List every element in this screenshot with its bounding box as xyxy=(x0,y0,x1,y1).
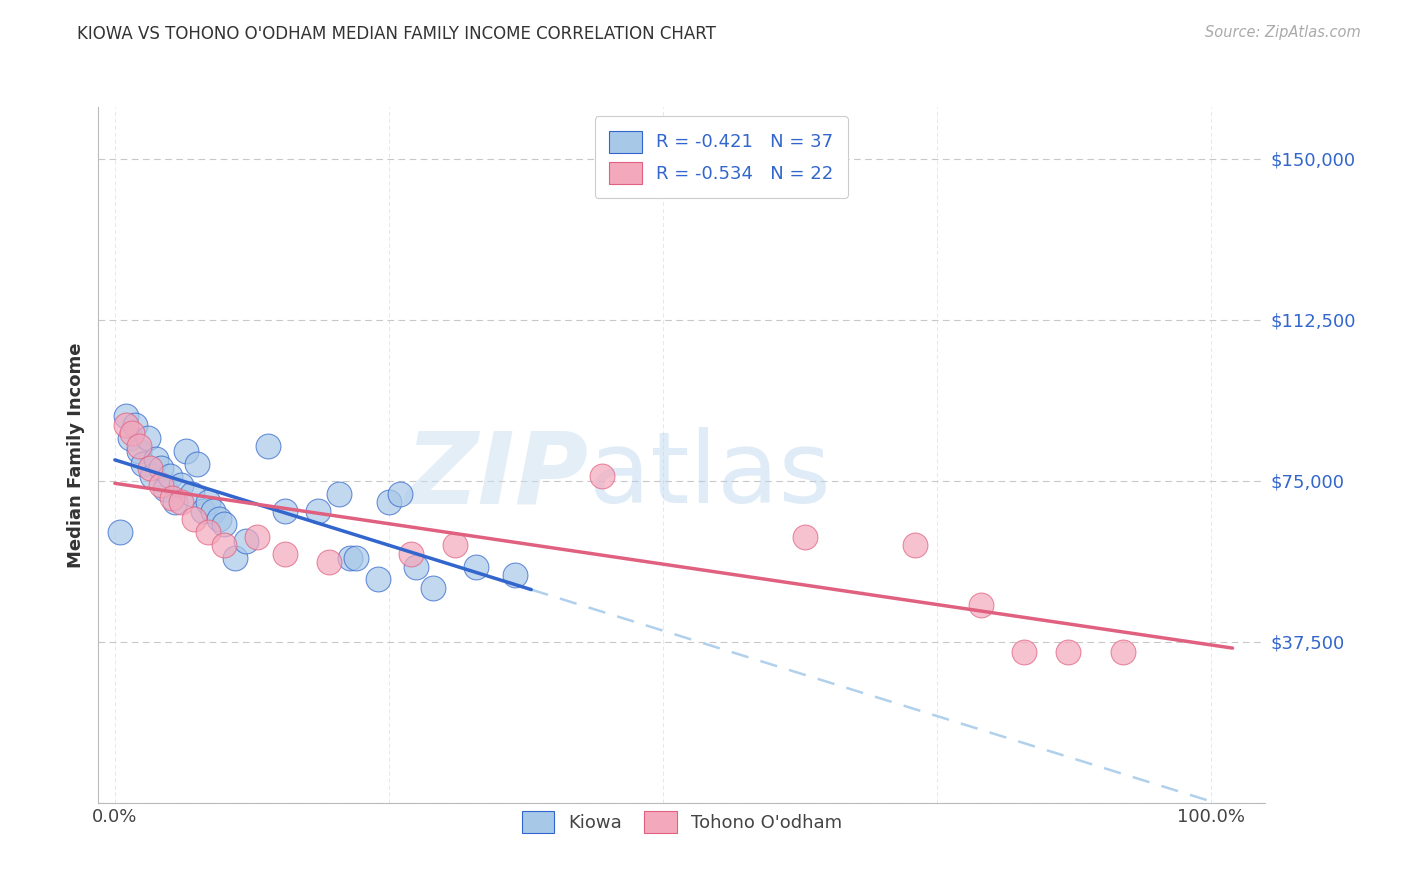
Point xyxy=(128,439,150,453)
Point xyxy=(405,559,427,574)
Point xyxy=(339,551,361,566)
Point xyxy=(388,486,411,500)
Point xyxy=(191,504,214,518)
Point xyxy=(128,443,150,458)
Point xyxy=(969,599,991,613)
Point xyxy=(273,547,295,561)
Point xyxy=(208,512,231,526)
Text: Source: ZipAtlas.com: Source: ZipAtlas.com xyxy=(1205,25,1361,40)
Point xyxy=(367,573,389,587)
Point xyxy=(246,529,269,543)
Point xyxy=(197,525,219,540)
Point xyxy=(257,439,280,453)
Text: atlas: atlas xyxy=(589,427,830,524)
Point xyxy=(180,486,202,500)
Point xyxy=(1112,645,1135,659)
Point xyxy=(328,486,350,500)
Point xyxy=(273,504,295,518)
Point xyxy=(136,431,159,445)
Point xyxy=(503,568,526,582)
Point xyxy=(443,538,465,552)
Point xyxy=(214,538,236,552)
Point xyxy=(224,551,246,566)
Point xyxy=(169,495,191,509)
Point xyxy=(114,417,136,432)
Point xyxy=(465,559,488,574)
Point xyxy=(422,581,444,595)
Point xyxy=(235,533,257,548)
Point xyxy=(149,460,172,475)
Text: ZIP: ZIP xyxy=(405,427,589,524)
Y-axis label: Median Family Income: Median Family Income xyxy=(66,343,84,567)
Point xyxy=(214,516,236,531)
Point xyxy=(165,495,187,509)
Point xyxy=(202,504,225,518)
Point xyxy=(149,478,172,492)
Point xyxy=(794,529,817,543)
Point xyxy=(307,504,329,518)
Point xyxy=(1014,645,1036,659)
Legend: Kiowa, Tohono O'odham: Kiowa, Tohono O'odham xyxy=(509,798,855,846)
Point xyxy=(139,460,162,475)
Point xyxy=(904,538,927,552)
Point xyxy=(318,555,340,569)
Point xyxy=(114,409,136,424)
Point xyxy=(197,495,219,509)
Point xyxy=(169,478,191,492)
Point xyxy=(155,483,177,497)
Point xyxy=(1057,645,1080,659)
Point xyxy=(399,547,422,561)
Point xyxy=(145,452,167,467)
Point xyxy=(124,417,146,432)
Point xyxy=(110,525,132,540)
Point xyxy=(591,469,613,483)
Point xyxy=(183,512,205,526)
Point xyxy=(159,469,181,483)
Point xyxy=(344,551,367,566)
Point xyxy=(121,426,143,441)
Point xyxy=(141,469,163,483)
Text: KIOWA VS TOHONO O'ODHAM MEDIAN FAMILY INCOME CORRELATION CHART: KIOWA VS TOHONO O'ODHAM MEDIAN FAMILY IN… xyxy=(77,25,716,43)
Point xyxy=(378,495,401,509)
Point xyxy=(160,491,183,505)
Point xyxy=(120,431,142,445)
Point xyxy=(174,443,197,458)
Point xyxy=(186,457,208,471)
Point xyxy=(132,457,155,471)
